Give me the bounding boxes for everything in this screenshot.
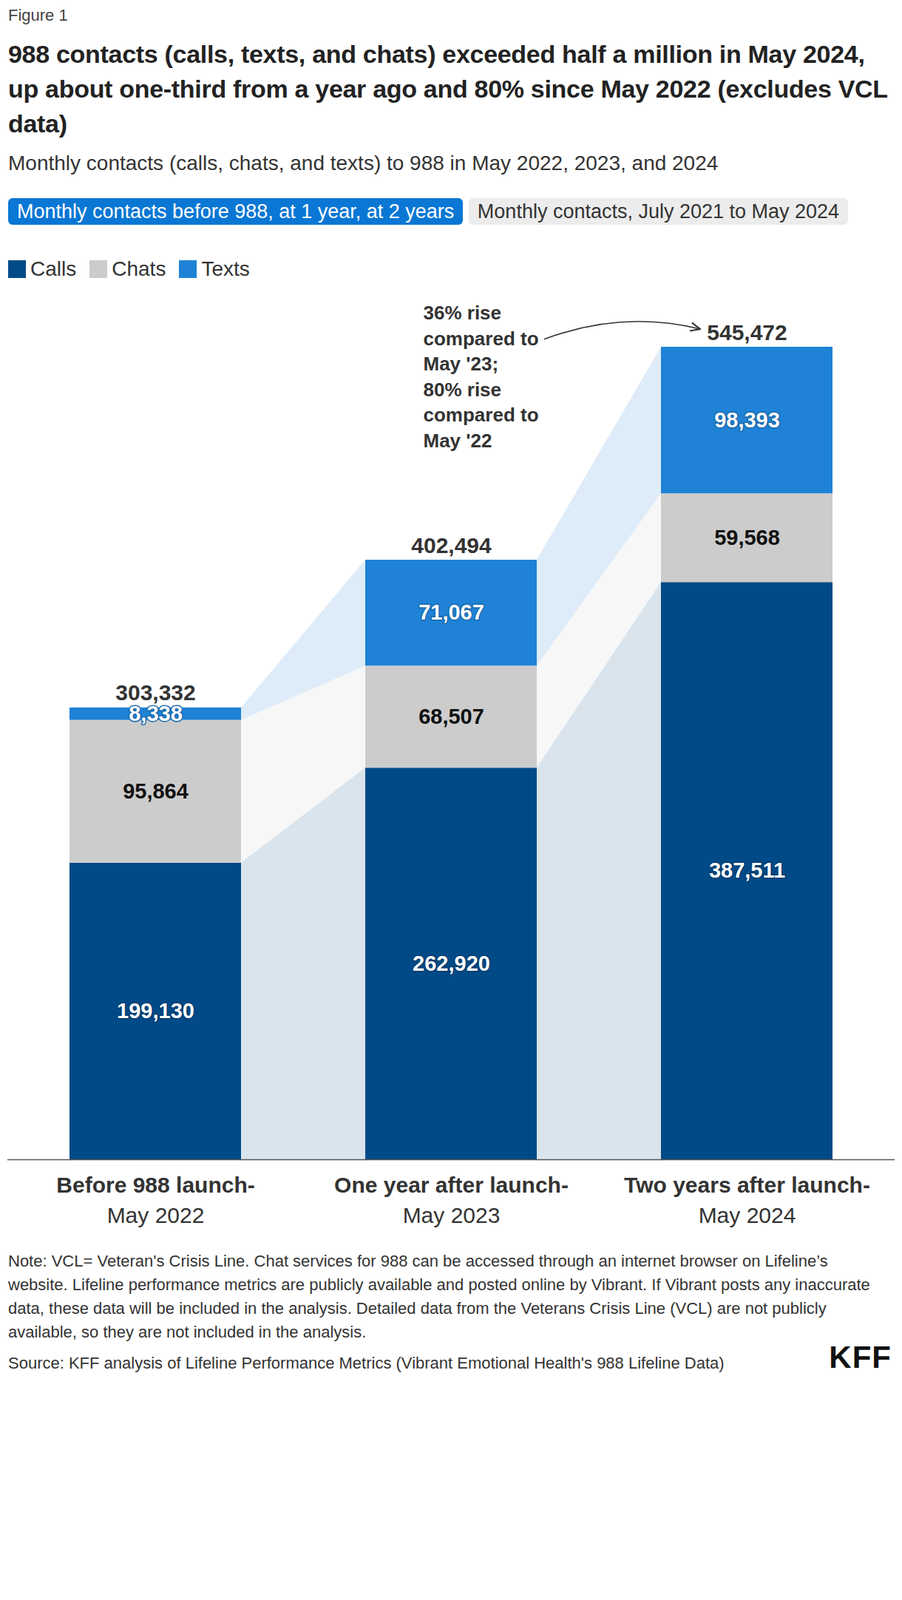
svg-text:36% risecompared toMay '23;80%: 36% risecompared toMay '23;80% risecompa… xyxy=(423,302,539,453)
svg-text:262,920: 262,920 xyxy=(412,951,491,976)
svg-text:71,067: 71,067 xyxy=(418,601,485,625)
html-text:Chats: Chats xyxy=(111,257,166,281)
svg-text:303,332: 303,332 xyxy=(115,680,196,706)
svg-text:8,338: 8,338 xyxy=(128,701,183,726)
svg-text:545,472: 545,472 xyxy=(706,320,787,345)
html-text:Figure 1: Figure 1 xyxy=(8,5,68,25)
svg-text:Before 988 launch-May 2022: Before 988 launch-May 2022 xyxy=(56,1173,255,1229)
html-text:Monthly contacts before 988, a: Monthly contacts before 988, at 1 year, … xyxy=(17,200,455,223)
svg-text:One year after launch-May 2023: One year after launch-May 2023 xyxy=(334,1173,569,1229)
html-text:Calls: Calls xyxy=(30,257,77,281)
svg-text:Two years after launch-May 202: Two years after launch-May 2024 xyxy=(624,1173,871,1229)
html-text:988 contacts (calls, texts, an: 988 contacts (calls, texts, and chats) e… xyxy=(8,39,888,138)
html-text:Texts: Texts xyxy=(201,257,250,281)
svg-text:95,864: 95,864 xyxy=(122,779,189,803)
html-text:Monthly contacts (calls, chats: Monthly contacts (calls, chats, and text… xyxy=(8,151,719,175)
svg-text:199,130: 199,130 xyxy=(116,999,195,1024)
html-text:KFF: KFF xyxy=(829,1339,892,1375)
svg-text:59,568: 59,568 xyxy=(714,525,781,550)
svg-text:98,393: 98,393 xyxy=(714,408,781,432)
html-text:Note: VCL= Veteran's Crisis Li: Note: VCL= Veteran's Crisis Line. Chat s… xyxy=(8,1252,871,1342)
svg-text:68,507: 68,507 xyxy=(418,704,485,729)
svg-text:387,511: 387,511 xyxy=(709,859,786,883)
html-text:Source: KFF analysis of Lifeli: Source: KFF analysis of Lifeline Perform… xyxy=(8,1353,725,1373)
html-text:Monthly contacts, July 2021 to: Monthly contacts, July 2021 to May 2024 xyxy=(477,200,840,223)
svg-text:402,494: 402,494 xyxy=(411,533,492,558)
